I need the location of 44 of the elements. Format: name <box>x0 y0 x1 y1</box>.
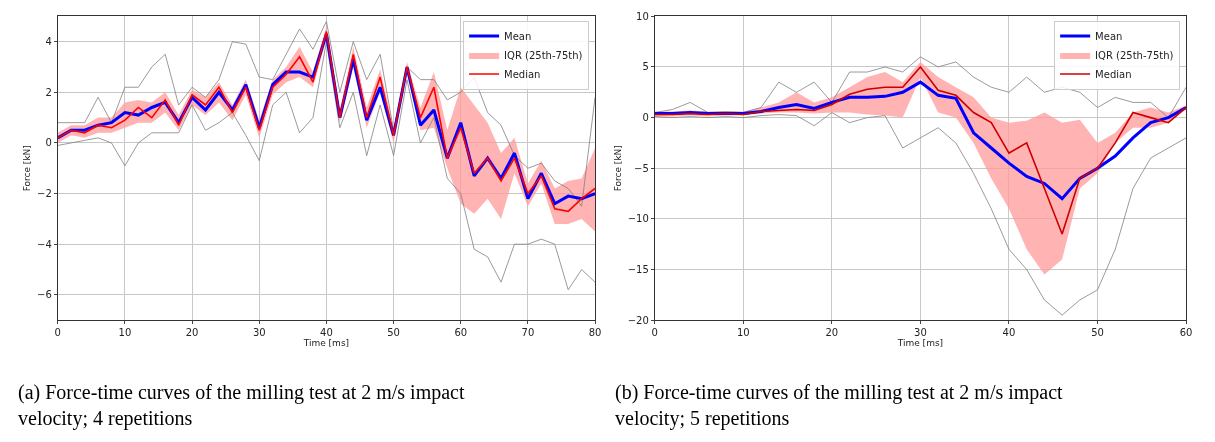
y-tick-label: −6 <box>37 289 52 301</box>
y-tick-label: −10 <box>627 213 649 225</box>
line-series <box>57 41 596 291</box>
y-tick-label: 4 <box>45 36 52 48</box>
legend-label: Median <box>504 68 541 80</box>
y-tick-label: −20 <box>627 314 649 326</box>
legend-label: Mean <box>504 30 532 42</box>
y-tick-label: 2 <box>45 86 52 98</box>
text: (a) Force-time curves of the milling test at 2 m/s impact velocity; 4 repetitions <box>18 381 465 430</box>
x-tick-label: 50 <box>1091 327 1104 339</box>
y-tick-label: 0 <box>45 137 52 149</box>
x-axis-title: Time [ms] <box>896 338 944 349</box>
x-tick-label: 40 <box>1002 327 1016 339</box>
x-tick-label: 10 <box>118 327 132 339</box>
line-series <box>654 66 1187 235</box>
y-tick-label: 0 <box>642 112 649 124</box>
legend-label: Median <box>1095 68 1132 80</box>
x-tick-label: 20 <box>825 327 839 339</box>
x-tick-label: 20 <box>185 327 199 339</box>
x-tick-label: 60 <box>1179 327 1193 339</box>
x-tick-label: 30 <box>252 327 266 339</box>
legend-label: IQR (25th-75th) <box>504 49 583 61</box>
x-tick-label: 40 <box>320 327 333 339</box>
y-tick-label: −4 <box>37 238 52 250</box>
x-tick-label: 60 <box>454 327 468 339</box>
x-tick-label: 80 <box>588 327 602 339</box>
y-tick-label: −15 <box>627 264 649 276</box>
y-tick-label: −2 <box>37 188 52 200</box>
y-axis-title: Force [kN] <box>22 145 33 192</box>
x-tick-label: 0 <box>54 327 61 339</box>
y-axis-title: Force [kN] <box>613 145 623 192</box>
line-series <box>654 112 1187 316</box>
x-tick-label: 50 <box>387 327 400 339</box>
y-tick-label: 10 <box>636 10 649 22</box>
text: (b) Force-time curves of the milling test at 2 m/s impact velocity; 5 repetitions <box>615 381 1064 430</box>
legend-label: IQR (25th-75th) <box>1095 49 1174 61</box>
legend-label: Mean <box>1095 30 1123 42</box>
x-axis-title: Time [ms] <box>302 338 350 349</box>
y-tick-label: −5 <box>634 162 649 174</box>
x-tick-label: 30 <box>914 327 927 339</box>
x-tick-label: 0 <box>651 327 658 339</box>
x-tick-label: 70 <box>521 327 535 339</box>
x-tick-label: 10 <box>736 327 750 339</box>
y-tick-label: 5 <box>642 61 649 73</box>
